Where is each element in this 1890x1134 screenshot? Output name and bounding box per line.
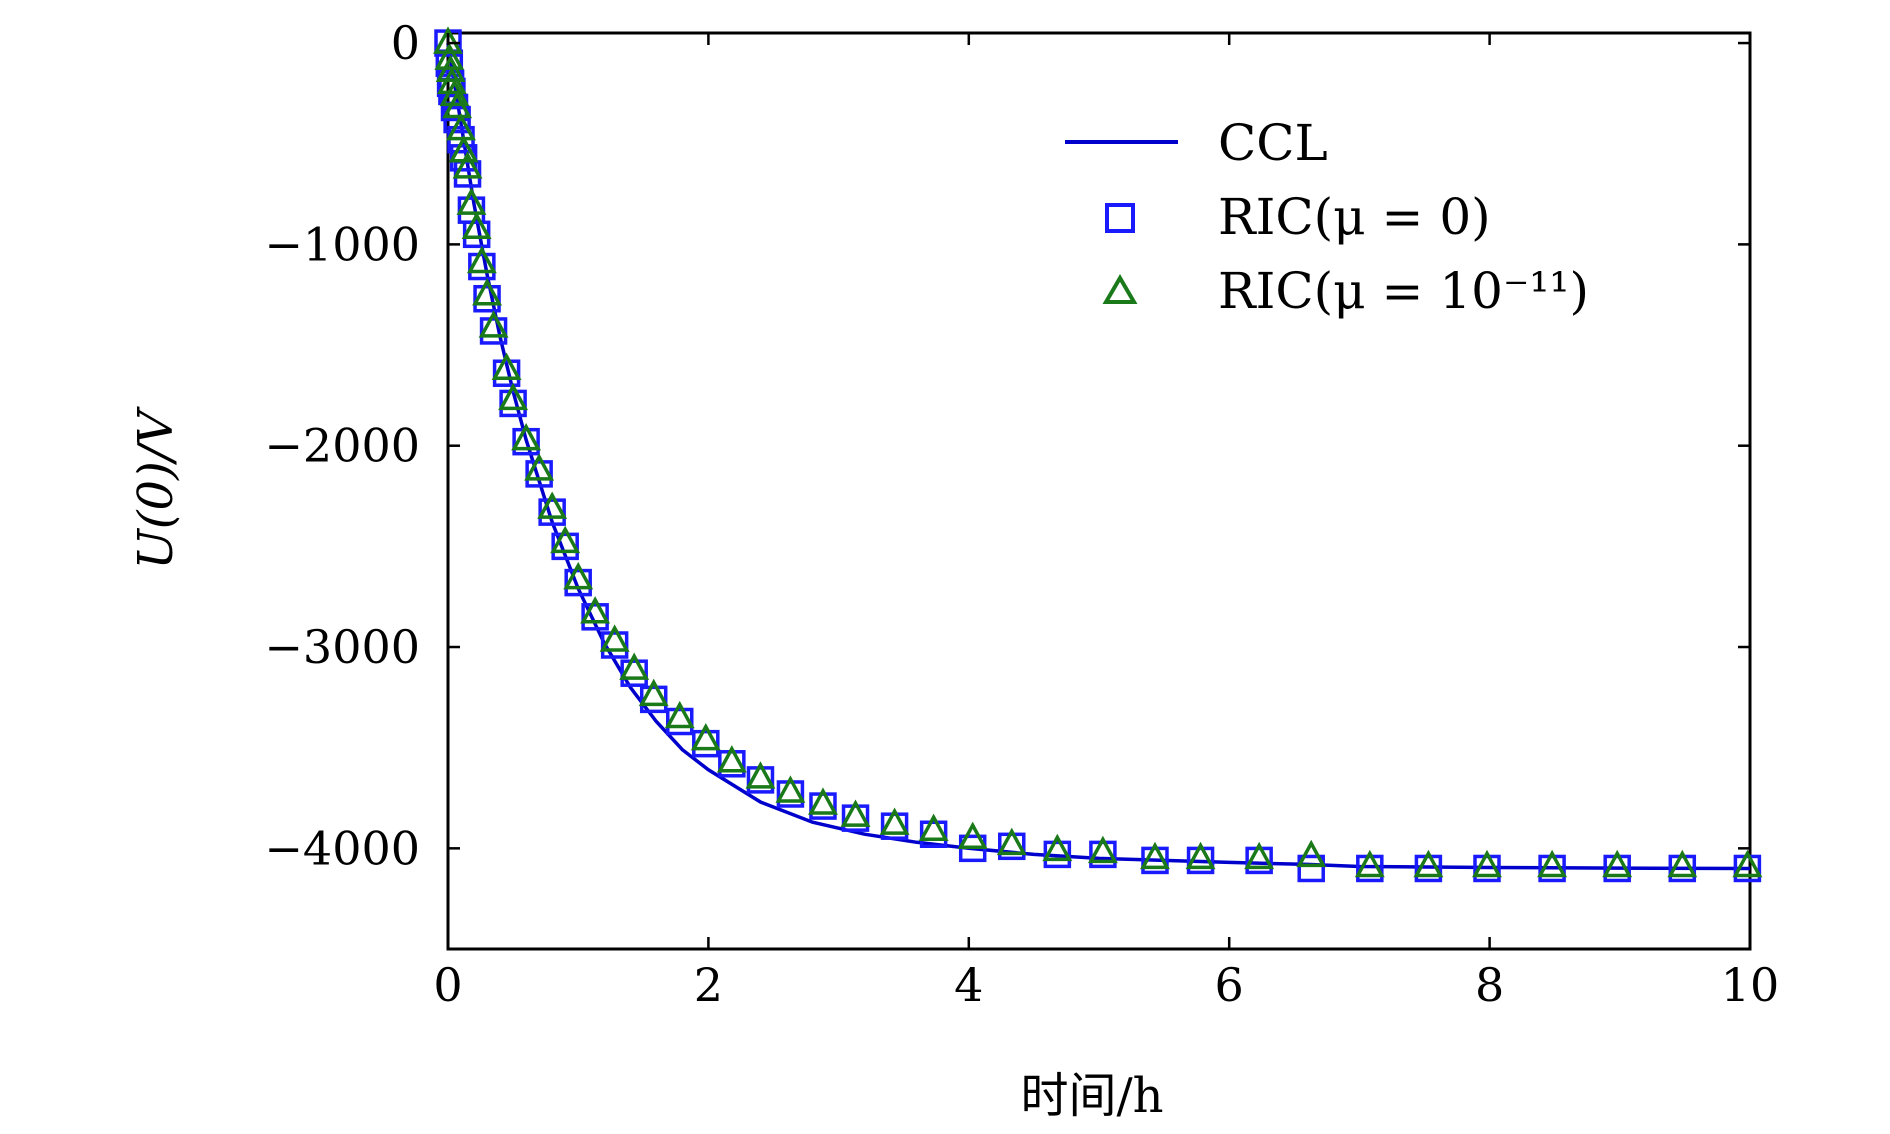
data-point-triangle bbox=[1667, 849, 1698, 878]
data-point-triangle bbox=[775, 775, 806, 803]
series-line-ccl bbox=[446, 42, 1751, 871]
data-point-triangle bbox=[1140, 841, 1170, 870]
x-tick-label: 2 bbox=[694, 958, 723, 1012]
data-point-square bbox=[620, 659, 648, 687]
data-point-triangle bbox=[1413, 849, 1444, 878]
y-tick-label: −3000 bbox=[264, 620, 420, 674]
data-point-square bbox=[525, 460, 553, 488]
y-axis-title: U(0)/V bbox=[128, 406, 184, 570]
data-point-triangle bbox=[456, 187, 487, 215]
data-point-square bbox=[468, 252, 496, 281]
data-point-square bbox=[473, 284, 501, 313]
data-point-triangle bbox=[452, 151, 483, 179]
data-point-triangle bbox=[638, 678, 669, 707]
data-point-square bbox=[564, 568, 592, 597]
data-point-triangle bbox=[996, 827, 1027, 856]
data-point-square bbox=[581, 603, 609, 631]
y-tick-label: −4000 bbox=[264, 821, 420, 875]
data-point-triangle bbox=[550, 525, 581, 554]
x-tick-label: 0 bbox=[433, 958, 462, 1012]
data-point-square bbox=[479, 317, 508, 345]
data-point-triangle bbox=[478, 310, 509, 338]
data-point-triangle bbox=[435, 54, 466, 83]
data-point-triangle bbox=[1354, 849, 1385, 878]
data-point-triangle bbox=[472, 278, 503, 306]
data-point-triangle bbox=[1087, 835, 1118, 864]
data-point-square bbox=[1043, 840, 1072, 869]
data-point-square bbox=[492, 359, 521, 387]
data-point-triangle bbox=[1244, 841, 1275, 870]
data-point-triangle bbox=[690, 722, 721, 751]
data-point-square bbox=[1297, 854, 1325, 883]
data-point-square bbox=[639, 685, 668, 714]
data-point-square bbox=[600, 631, 629, 659]
data-point-square bbox=[919, 820, 948, 848]
data-point-triangle bbox=[1537, 849, 1568, 878]
data-point-triangle bbox=[436, 66, 467, 95]
data-point-triangle bbox=[466, 245, 497, 274]
data-point-triangle bbox=[879, 807, 910, 835]
x-tick-label: 4 bbox=[954, 958, 983, 1012]
data-point-triangle bbox=[664, 700, 695, 729]
legend-ric0-label: RIC(μ = 0) bbox=[1218, 188, 1491, 246]
y-tick-label: −1000 bbox=[264, 217, 420, 271]
legend-square-marker bbox=[1105, 203, 1135, 233]
data-point-triangle bbox=[563, 561, 594, 590]
data-point-triangle bbox=[491, 352, 522, 380]
x-axis-title: 时间/h bbox=[1020, 1068, 1163, 1124]
data-point-square bbox=[538, 498, 566, 526]
data-point-triangle bbox=[498, 382, 529, 411]
data-point-square bbox=[692, 729, 720, 758]
x-tick-label: 10 bbox=[1721, 958, 1780, 1012]
y-tick-label: −2000 bbox=[264, 419, 420, 473]
data-point-triangle bbox=[1732, 849, 1763, 878]
data-point-square bbox=[499, 389, 527, 418]
data-point-square bbox=[666, 707, 694, 736]
data-point-triangle bbox=[439, 78, 470, 107]
data-point-triangle bbox=[840, 799, 871, 827]
x-axis: 0 2 4 6 8 10 bbox=[433, 33, 1779, 1012]
x-tick-label: 8 bbox=[1475, 958, 1504, 1012]
legend-triangle-marker bbox=[1102, 274, 1138, 304]
data-point-triangle bbox=[442, 90, 473, 119]
data-point-triangle bbox=[1472, 849, 1502, 878]
data-point-triangle bbox=[537, 491, 568, 519]
plot-frame bbox=[446, 31, 1752, 951]
data-point-triangle bbox=[446, 112, 476, 141]
legend: CCL RIC(μ = 0) RIC(μ = 10⁻¹¹) bbox=[1065, 114, 1589, 320]
data-point-triangle bbox=[619, 652, 650, 680]
legend-ccl-label: CCL bbox=[1218, 114, 1328, 172]
data-point-triangle bbox=[580, 596, 611, 624]
data-point-triangle bbox=[599, 624, 630, 652]
data-point-triangle bbox=[511, 423, 542, 451]
data-point-triangle bbox=[1602, 849, 1633, 878]
data-point-triangle bbox=[957, 821, 988, 850]
data-point-triangle bbox=[1296, 839, 1327, 868]
y-tick-label: 0 bbox=[391, 16, 420, 70]
data-point-triangle bbox=[808, 787, 838, 815]
data-point-triangle bbox=[918, 813, 949, 841]
data-point-triangle bbox=[461, 211, 492, 240]
data-point-square bbox=[551, 532, 579, 561]
data-point-triangle bbox=[524, 453, 555, 481]
data-point-square bbox=[443, 105, 471, 134]
data-point-triangle bbox=[434, 42, 465, 70]
data-point-triangle bbox=[1185, 841, 1216, 870]
legend-ric11-label: RIC(μ = 10⁻¹¹) bbox=[1218, 262, 1589, 320]
x-tick-label: 6 bbox=[1215, 958, 1244, 1012]
data-point-triangle bbox=[1042, 833, 1073, 862]
data-point-triangle bbox=[716, 745, 747, 773]
y-axis: 0 −1000 −2000 −3000 −4000 bbox=[264, 16, 1750, 875]
data-point-triangle bbox=[745, 761, 776, 789]
plot-content bbox=[433, 26, 1763, 883]
